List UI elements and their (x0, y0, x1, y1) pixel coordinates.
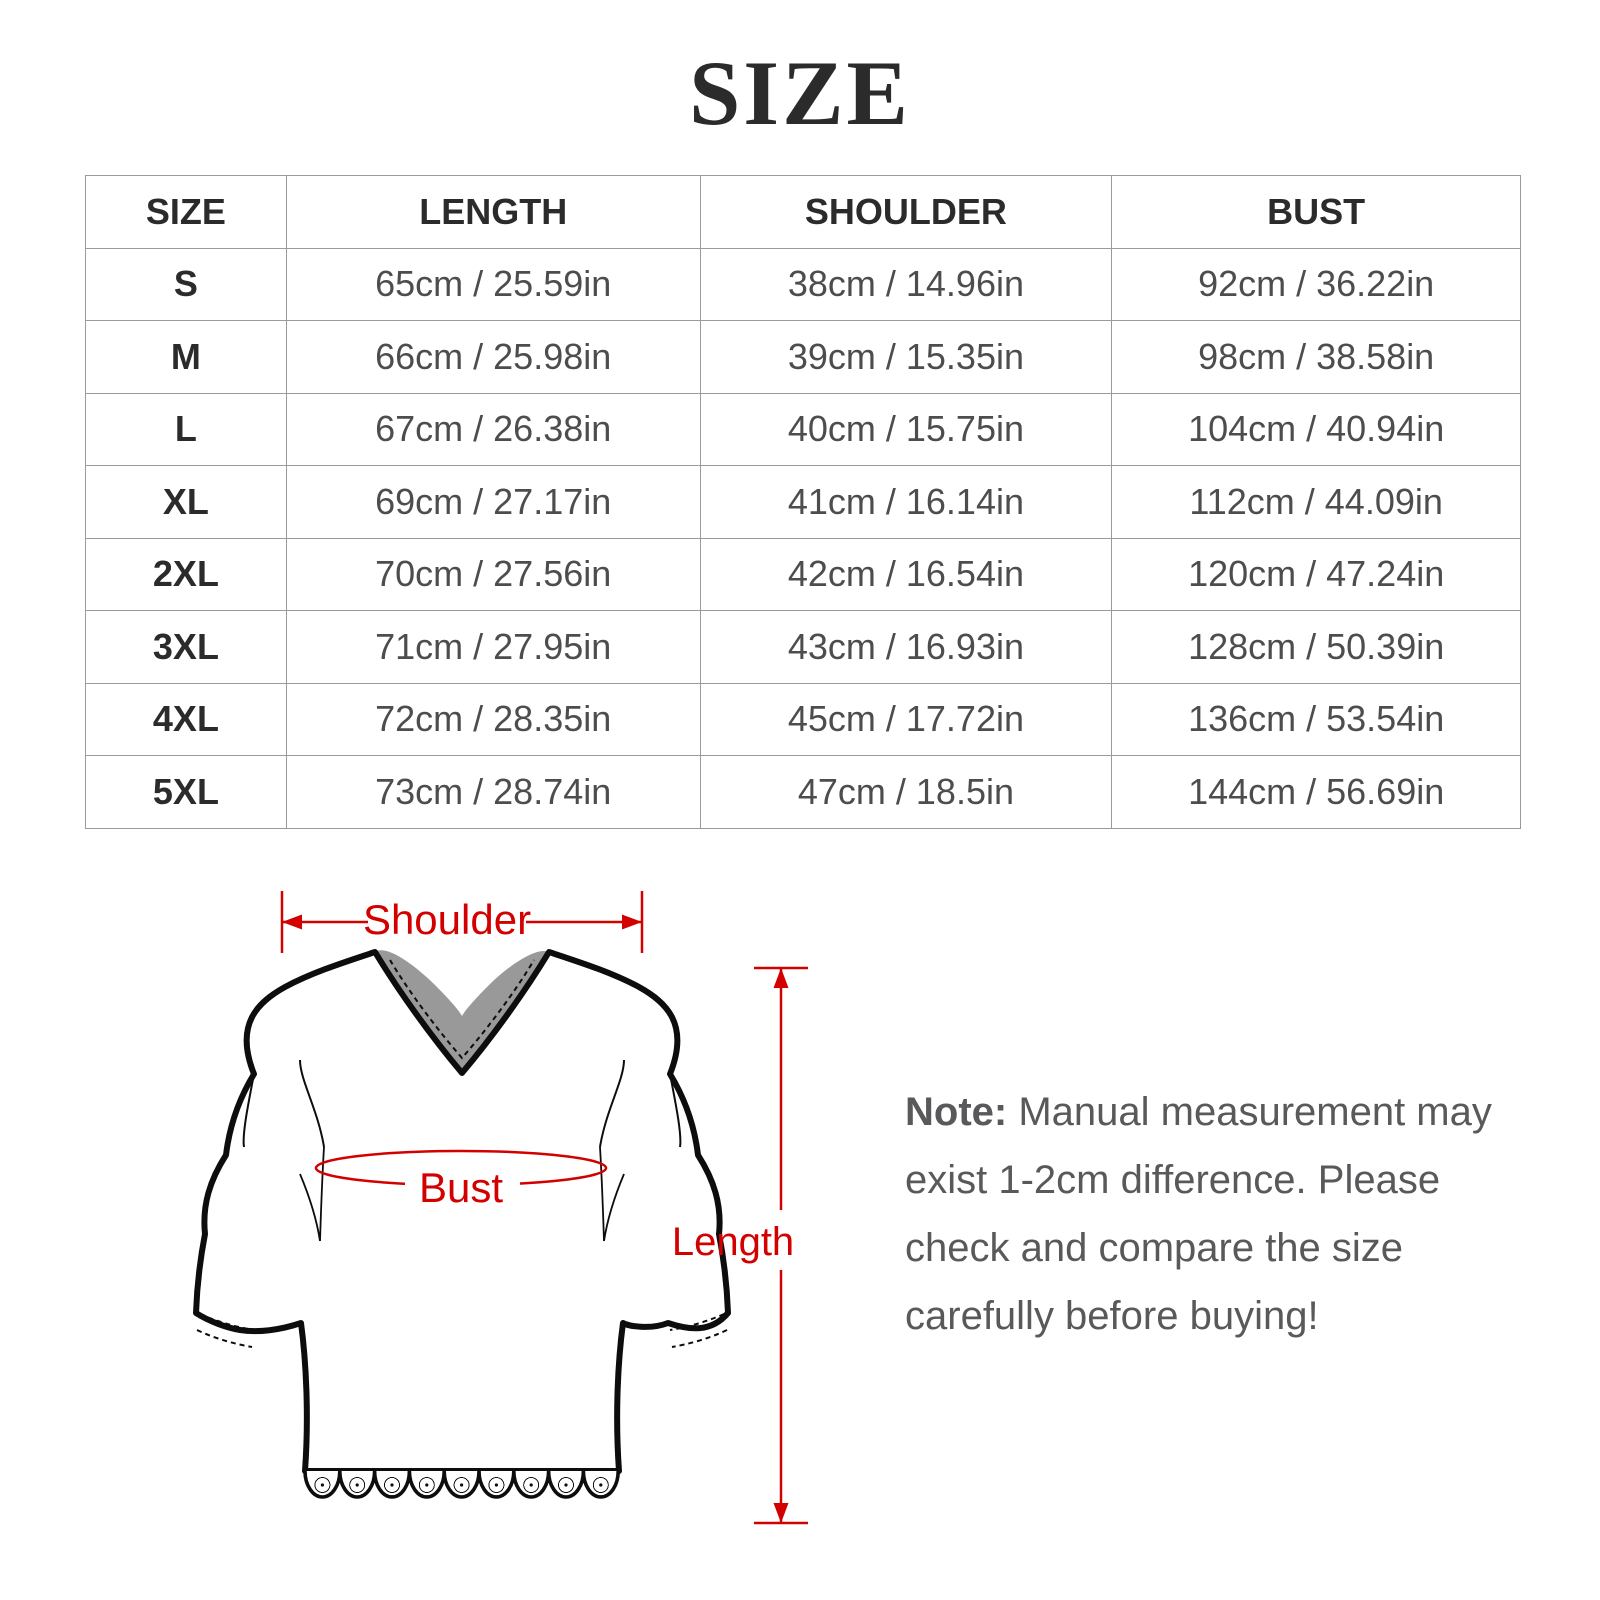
svg-text:Bust: Bust (419, 1164, 503, 1211)
svg-text:Shoulder: Shoulder (363, 896, 531, 943)
svg-text:Length: Length (672, 1220, 794, 1264)
